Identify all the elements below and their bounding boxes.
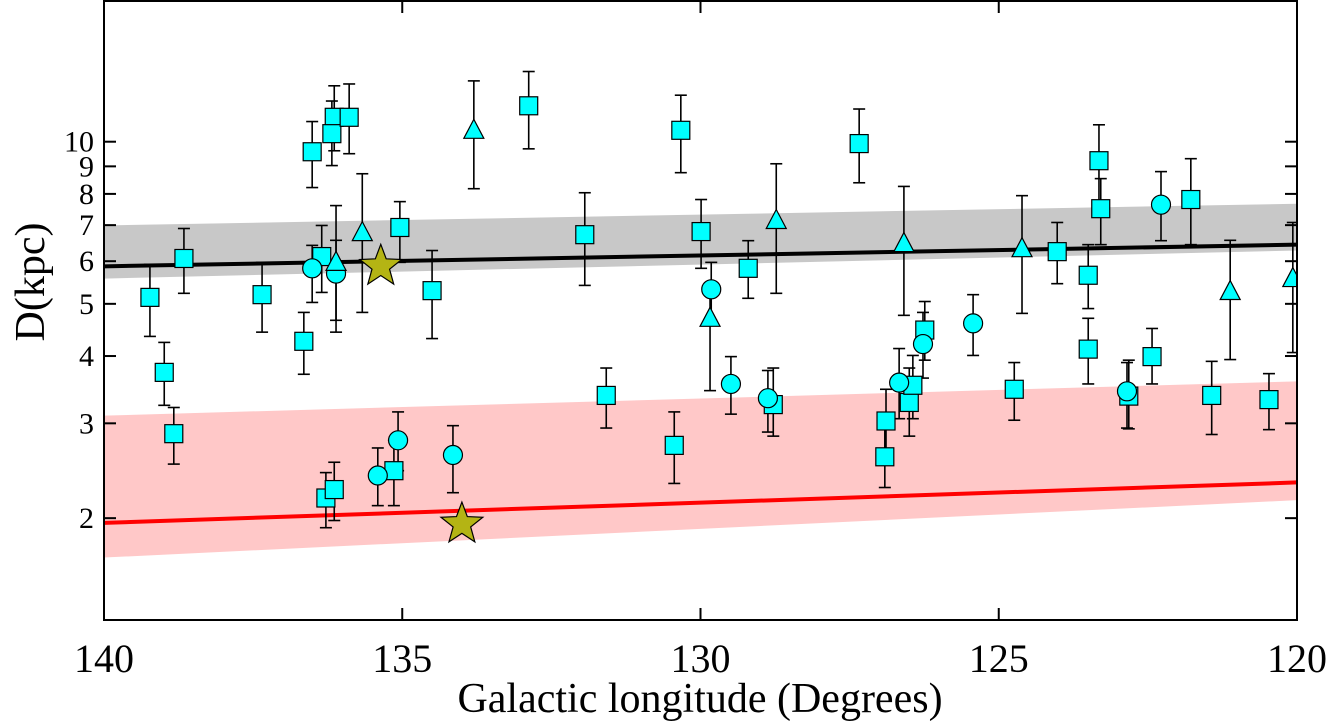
y-tick-label: 4 [79, 340, 94, 373]
square-marker [164, 424, 184, 444]
circle-marker [757, 388, 779, 409]
error-bar [356, 172, 369, 314]
circle-marker [302, 258, 323, 279]
circle-marker [912, 333, 934, 355]
square-marker [302, 142, 322, 162]
y-tick-label: 7 [79, 209, 94, 242]
square-marker [324, 479, 344, 500]
square-marker [339, 107, 359, 127]
square-marker [1181, 189, 1201, 210]
square-marker [875, 447, 895, 467]
circle-marker [720, 373, 742, 395]
circle-marker [1150, 194, 1172, 215]
x-axis-title: Galactic longitude (Degrees) [457, 676, 942, 722]
triangle-marker [699, 306, 722, 327]
y-tick-label: 10 [64, 126, 94, 159]
y-tick-label: 9 [79, 150, 94, 183]
y-tick-label: 5 [79, 288, 94, 321]
x-tick-label: 125 [969, 636, 1029, 681]
circle-marker [367, 465, 388, 486]
triangle-marker [1011, 236, 1034, 258]
square-marker [1089, 151, 1109, 171]
square-marker [1142, 347, 1162, 367]
square-marker [1202, 385, 1222, 406]
square-marker [899, 392, 919, 413]
circle-marker [1116, 381, 1138, 402]
triangle-marker [351, 220, 374, 242]
square-marker [1047, 242, 1067, 262]
star-marker [358, 242, 404, 286]
square-marker [1004, 379, 1024, 399]
triangle-marker [765, 208, 788, 230]
x-tick-label: 120 [1267, 636, 1327, 681]
circle-marker [701, 279, 722, 300]
square-marker [575, 225, 595, 245]
square-marker [174, 248, 194, 269]
uncertainty-band [104, 381, 1297, 558]
square-marker [849, 133, 869, 154]
error-bar [704, 282, 717, 392]
y-axis-title: D(kpc) [8, 223, 54, 342]
y-tick-label: 2 [79, 502, 94, 535]
square-marker [1259, 390, 1279, 410]
square-marker [140, 287, 160, 307]
square-marker [390, 217, 410, 238]
x-tick-label: 135 [372, 636, 432, 681]
circle-marker [387, 430, 409, 451]
square-marker [322, 124, 342, 144]
plot-area [104, 70, 1297, 558]
star-marker [439, 500, 485, 544]
square-marker [738, 258, 758, 278]
square-marker [876, 411, 896, 431]
circle-marker [963, 313, 984, 334]
square-marker [422, 281, 442, 301]
y-tick-label: 8 [79, 178, 94, 211]
circle-marker [442, 444, 464, 466]
y-tick-label: 6 [79, 245, 94, 278]
trend-line [104, 480, 1297, 525]
triangle-marker [1219, 279, 1242, 301]
square-marker [691, 221, 711, 242]
triangle-marker [462, 118, 485, 139]
triangle-marker [892, 231, 915, 253]
square-marker [1078, 265, 1098, 285]
triangle-marker [325, 250, 348, 271]
square-marker [252, 285, 272, 305]
y-tick-label: 3 [79, 407, 94, 440]
square-marker [1078, 339, 1098, 359]
square-marker [1091, 199, 1111, 219]
triangle-marker [1281, 266, 1297, 288]
square-marker [596, 385, 616, 406]
square-marker [664, 435, 684, 455]
square-marker [154, 362, 174, 382]
circle-marker [889, 372, 910, 393]
square-marker [294, 331, 314, 351]
x-tick-label: 140 [74, 636, 134, 681]
x-tick-label: 130 [671, 636, 731, 681]
square-marker [671, 120, 691, 140]
square-marker [519, 96, 539, 116]
